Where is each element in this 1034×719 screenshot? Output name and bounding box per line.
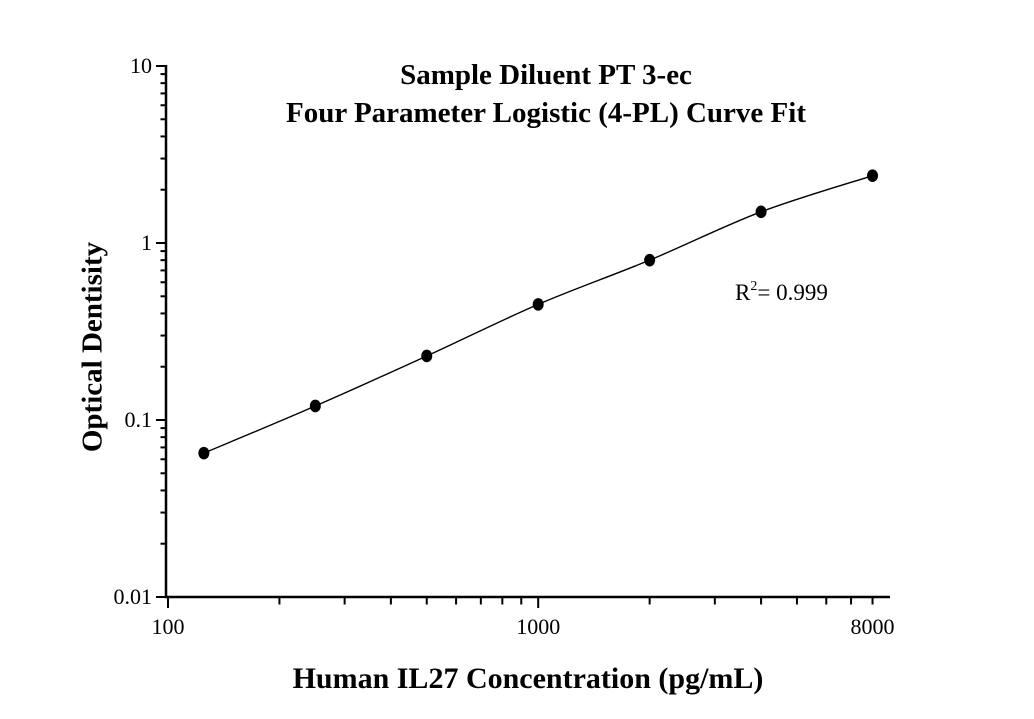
y-tick-label: 10 bbox=[130, 53, 152, 78]
chart-title-line1: Sample Diluent PT 3-ec bbox=[400, 59, 692, 91]
data-point bbox=[532, 298, 544, 311]
r-squared-base: R bbox=[735, 280, 751, 305]
r-squared-annotation: R2= 0.999 bbox=[735, 279, 828, 306]
axis-lines bbox=[164, 65, 890, 599]
chart-title: Sample Diluent PT 3-ec Four Parameter Lo… bbox=[156, 56, 936, 132]
fit-curve bbox=[203, 175, 873, 454]
y-tick-label: 0.1 bbox=[125, 407, 153, 432]
data-point bbox=[309, 399, 321, 413]
r-squared-value: = 0.999 bbox=[757, 280, 828, 305]
chart-title-line2: Four Parameter Logistic (4-PL) Curve Fit bbox=[286, 97, 806, 129]
data-point bbox=[867, 169, 879, 183]
data-point bbox=[198, 446, 210, 460]
x-tick-label: 100 bbox=[152, 614, 185, 639]
data-point bbox=[755, 205, 767, 219]
x-tick-label: 8000 bbox=[851, 614, 895, 639]
r-squared-exponent: 2 bbox=[750, 279, 758, 295]
data-point bbox=[644, 253, 656, 267]
x-axis-title: Human IL27 Concentration (pg/mL) bbox=[292, 662, 764, 695]
data-point bbox=[421, 349, 433, 363]
y-tick-label: 1 bbox=[141, 230, 152, 255]
y-tick-label: 0.01 bbox=[114, 584, 153, 609]
x-tick-label: 1000 bbox=[516, 614, 560, 639]
